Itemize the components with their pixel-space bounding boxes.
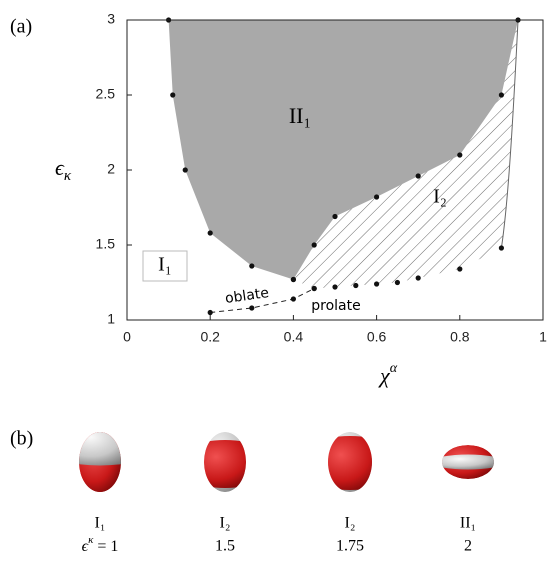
data-point bbox=[312, 242, 317, 247]
shape-images bbox=[70, 425, 496, 495]
x-tick-label: 0.6 bbox=[367, 329, 387, 345]
region-label: oblate bbox=[224, 285, 270, 307]
data-point bbox=[312, 286, 317, 291]
y-tick-label: 2 bbox=[107, 161, 115, 177]
y-tick-label: 3 bbox=[107, 11, 115, 27]
data-point bbox=[249, 305, 254, 310]
data-point bbox=[208, 230, 213, 235]
equals: = bbox=[97, 538, 106, 555]
x-tick-label: 0.2 bbox=[200, 329, 220, 345]
data-point bbox=[499, 92, 504, 97]
y-tick-label: 1.5 bbox=[96, 236, 116, 252]
y-tick-label: 2.5 bbox=[96, 86, 116, 102]
epsilon-caption: ϵκ=1 bbox=[82, 534, 119, 555]
data-point bbox=[353, 283, 358, 288]
x-tick-label: 1 bbox=[539, 329, 547, 345]
data-point bbox=[249, 263, 254, 268]
data-point bbox=[457, 152, 462, 157]
region-label: I₂ bbox=[433, 186, 447, 208]
y-tick-label: 1 bbox=[107, 311, 115, 327]
phase-caption: I₂ bbox=[345, 515, 356, 532]
phase-caption: I₂ bbox=[220, 515, 231, 532]
epsilon-value: 1 bbox=[110, 538, 118, 555]
data-point bbox=[374, 281, 379, 286]
data-point bbox=[395, 280, 400, 285]
panel-label: (a) bbox=[10, 16, 32, 38]
figure: (a) (b) χα ϵκ 0 0.2 0.4 0.6 0.8 1 1 1.5 2 2.5 3 II₁… bbox=[0, 0, 549, 567]
data-point bbox=[374, 194, 379, 199]
data-point bbox=[457, 266, 462, 271]
regions bbox=[169, 20, 518, 289]
phase-caption: II₁ bbox=[460, 515, 476, 532]
data-point bbox=[208, 310, 213, 315]
data-point bbox=[170, 92, 175, 97]
symbol-sup: κ bbox=[88, 534, 94, 546]
panel-label: (b) bbox=[10, 428, 33, 450]
y-axis-label: ϵκ bbox=[55, 155, 72, 184]
data-point bbox=[416, 275, 421, 280]
x-tick-label: 0 bbox=[123, 329, 131, 345]
epsilon-value: 1.75 bbox=[336, 538, 364, 555]
data-point bbox=[332, 214, 337, 219]
region-label: prolate bbox=[311, 298, 360, 314]
phase-caption: I₁ bbox=[95, 515, 106, 532]
data-point bbox=[416, 173, 421, 178]
x-axis-label: χα bbox=[378, 361, 398, 388]
epsilon-value: 2 bbox=[464, 538, 472, 555]
data-point bbox=[499, 245, 504, 250]
data-point bbox=[291, 277, 296, 282]
epsilon-value: 1.5 bbox=[215, 538, 235, 555]
x-tick-label: 0.4 bbox=[284, 329, 304, 345]
data-point bbox=[332, 284, 337, 289]
data-point bbox=[183, 167, 188, 172]
data-point bbox=[291, 296, 296, 301]
x-tick-label: 0.8 bbox=[450, 329, 470, 345]
region-label: I₁ bbox=[158, 254, 172, 276]
region-label: II₁ bbox=[289, 103, 311, 128]
